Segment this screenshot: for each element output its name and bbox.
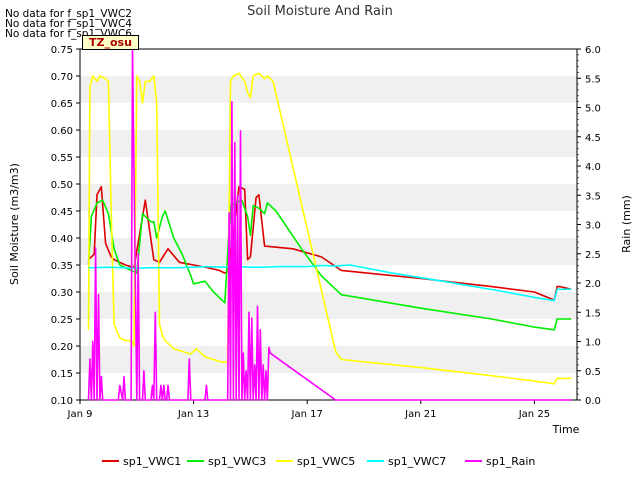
nodata-message-vwc4: No data for f_sp1_VWC4 [5,18,132,30]
x-tick-label: Jan 17 [291,409,323,420]
y2-tick-label: 2.0 [585,279,601,290]
y-tick-label: 0.60 [51,126,73,137]
legend-label: sp1_Rain [486,455,535,468]
y-tick-label: 0.15 [51,369,73,380]
x-tick-label: Jan 21 [404,409,436,420]
y-tick-label: 0.20 [51,342,73,353]
legend-label: sp1_VWC1 [123,455,181,468]
y-axis-label: Soil Moisture (m3/m3) [8,163,21,285]
legend-label: sp1_VWC5 [297,455,355,468]
y2-tick-label: 4.5 [585,133,601,144]
y-tick-label: 0.75 [51,45,73,56]
y-tick-label: 0.40 [51,234,73,245]
y-tick-label: 0.65 [51,99,73,110]
y2-tick-label: 3.0 [585,221,601,232]
y2-tick-label: 6.0 [585,45,601,56]
grid-band [80,292,577,319]
grid-band [80,238,577,265]
y2-tick-label: 3.5 [585,191,601,202]
x-axis-label: Time [552,423,580,436]
x-tick-label: Jan 13 [177,409,209,420]
y2-tick-label: 5.0 [585,104,601,115]
site-tag: TZ_osu [82,35,139,50]
y-tick-label: 0.35 [51,261,73,272]
x-tick-label: Jan 9 [67,409,93,420]
grid-bands [80,76,577,373]
y-tick-label: 0.50 [51,180,73,191]
y2-tick-label: 1.5 [585,308,601,319]
y-tick-label: 0.55 [51,153,73,164]
y2-axis-label: Rain (mm) [620,195,633,253]
axes: 0.100.150.200.250.300.350.400.450.500.55… [51,45,601,420]
y2-tick-label: 0.0 [585,396,601,407]
y-tick-label: 0.30 [51,288,73,299]
y-tick-label: 0.10 [51,396,73,407]
grid-band [80,76,577,103]
series-line-sp1_VWC7 [88,264,572,302]
y2-tick-label: 4.0 [585,162,601,173]
y2-tick-label: 2.5 [585,250,601,261]
series-line-sp1_Rain [87,48,572,401]
y-tick-label: 0.70 [51,72,73,83]
series-line-sp1_VWC5 [87,72,572,385]
nodata-message-vwc2: No data for f_sp1_VWC2 [5,8,132,20]
legend-label: sp1_VWC7 [388,455,446,468]
chart-title: Soil Moisture And Rain [247,4,393,19]
x-tick-label: Jan 25 [518,409,550,420]
y2-tick-label: 1.0 [585,338,601,349]
legend-label: sp1_VWC3 [208,455,266,468]
y-tick-label: 0.25 [51,315,73,326]
series-lines [87,48,572,401]
grid-band [80,130,577,157]
grid-band [80,346,577,373]
y-tick-label: 0.45 [51,207,73,218]
y2-tick-label: 5.5 [585,74,601,85]
y2-tick-label: 0.5 [585,367,601,378]
legend: sp1_VWC1 sp1_VWC3 sp1_VWC5 sp1_VWC7 sp1_Rain [102,455,535,468]
grid-band [80,184,577,211]
